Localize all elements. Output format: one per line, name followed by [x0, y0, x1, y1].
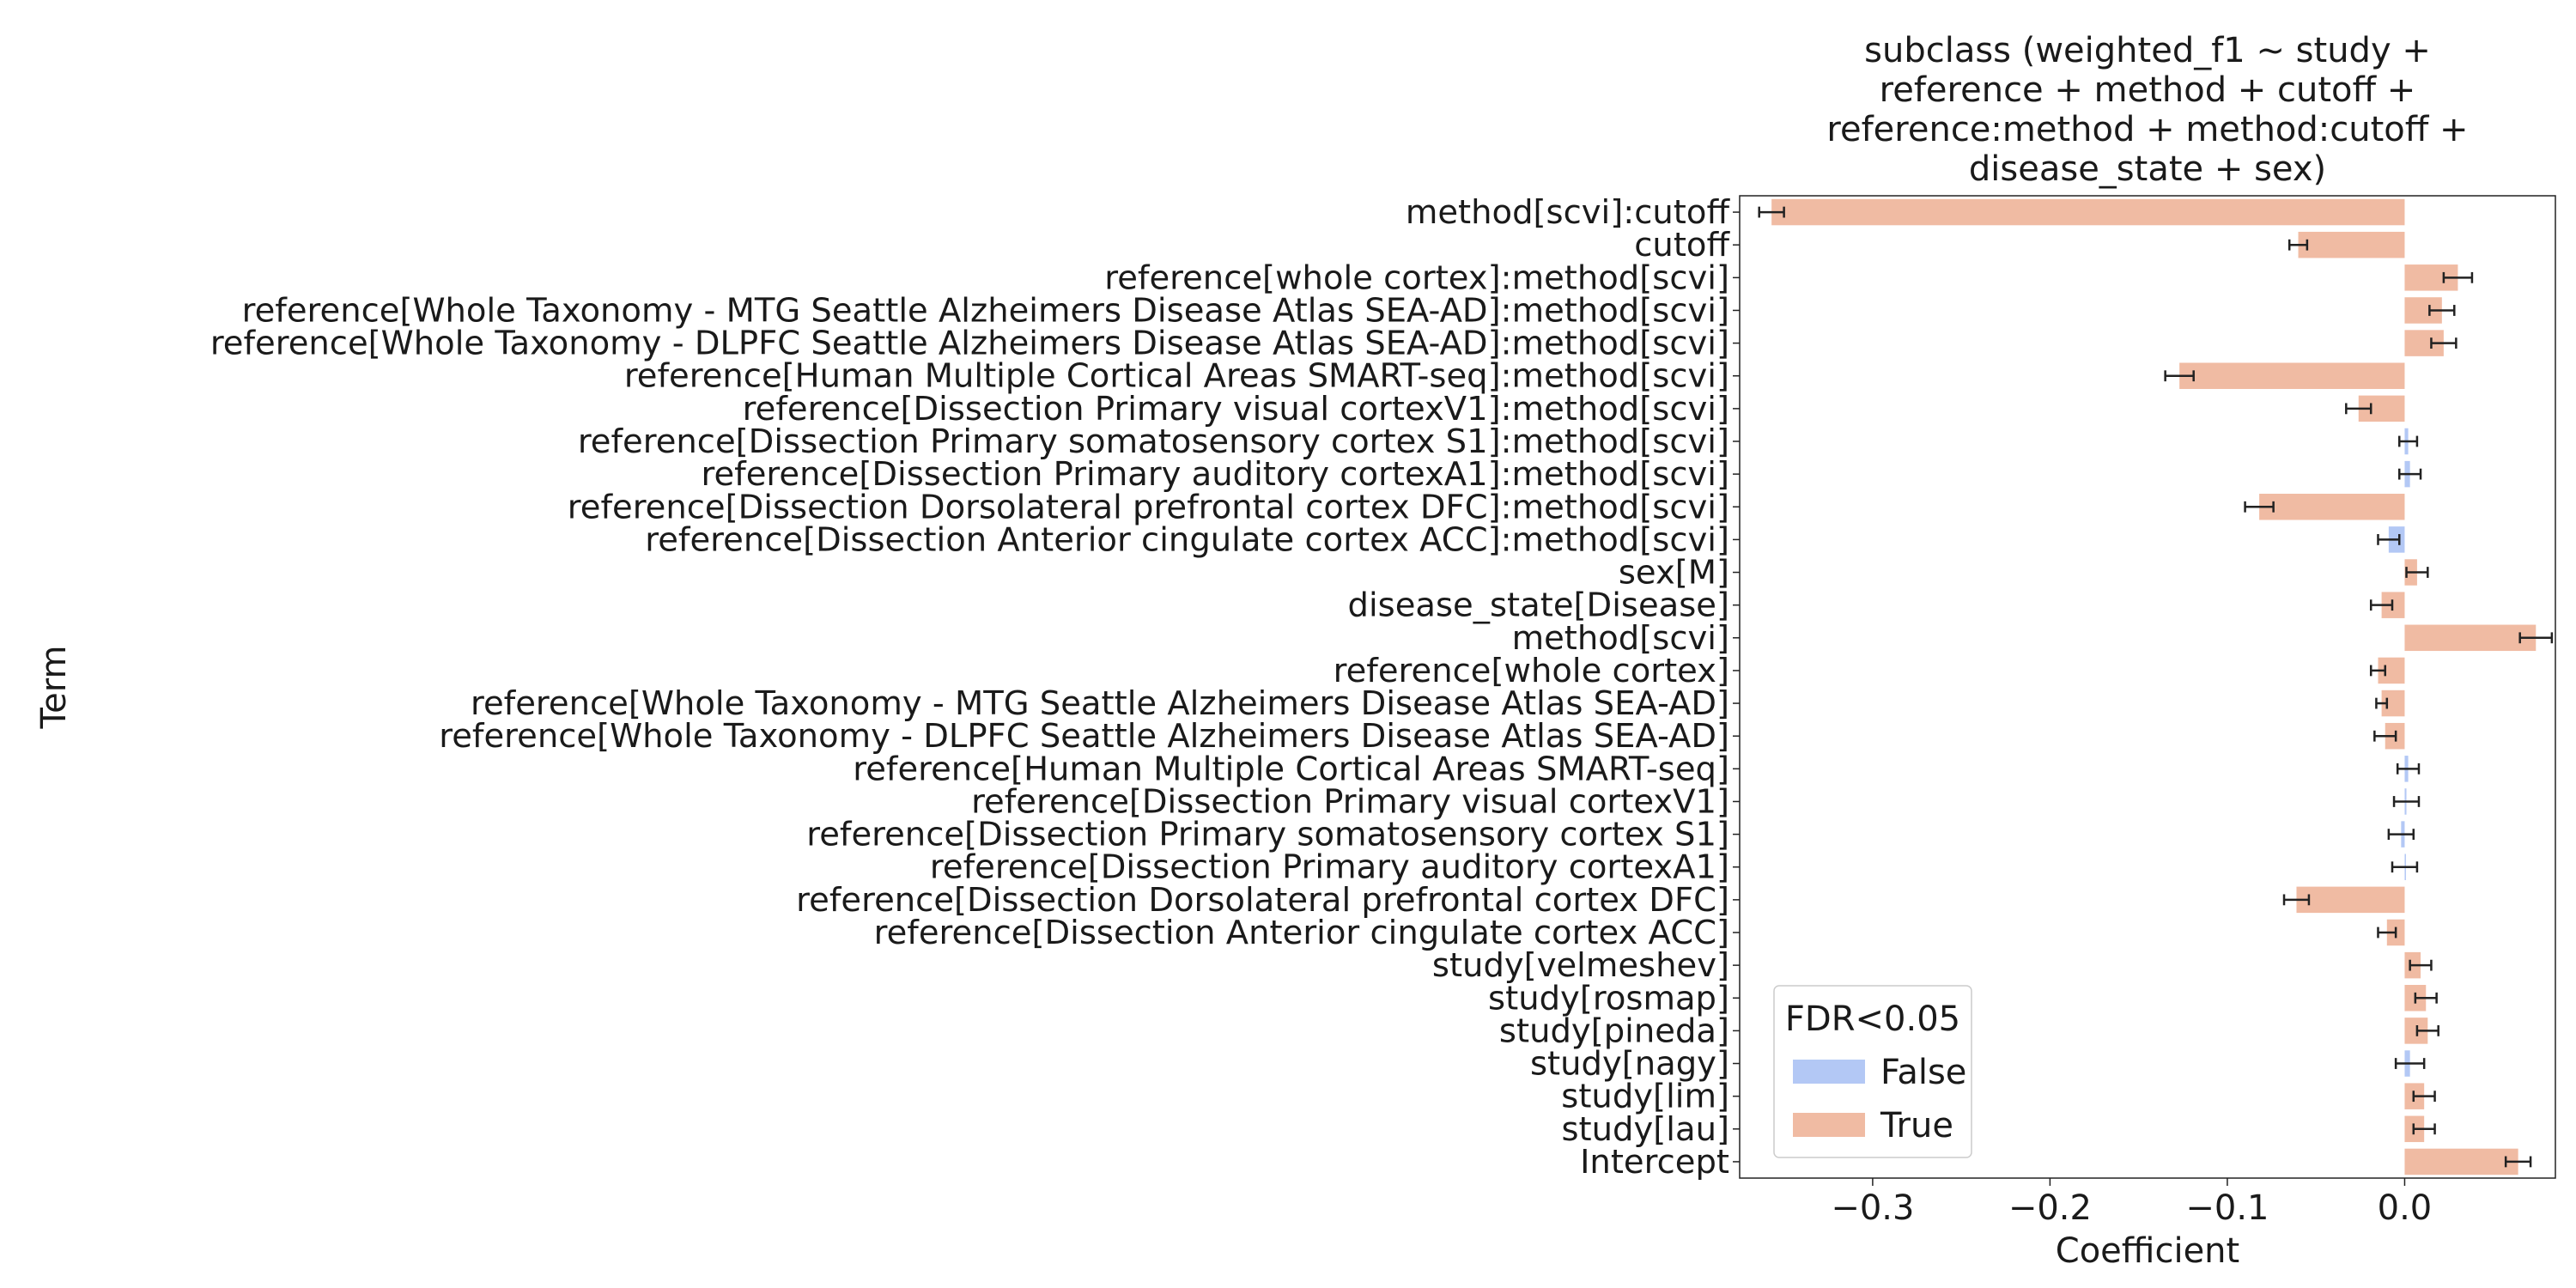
- y-tick-label: reference[Whole Taxonomy - MTG Seattle A…: [471, 684, 1729, 723]
- y-axis-ticks: method[scvi]:cutoffcutoffreference[whole…: [210, 193, 1740, 1182]
- bar: [2179, 362, 2405, 389]
- bar: [2404, 624, 2537, 652]
- y-tick-label: cutoff: [1634, 226, 1730, 264]
- chart-title-line: subclass (weighted_f1 ~ study +: [1864, 31, 2431, 70]
- bar: [2296, 886, 2405, 914]
- bar: [2259, 494, 2405, 520]
- y-tick-label: reference[Human Multiple Cortical Areas …: [853, 750, 1729, 788]
- legend-swatch: [1793, 1113, 1865, 1137]
- y-tick-label: Intercept: [1580, 1143, 1729, 1182]
- y-tick-label: method[scvi]: [1512, 619, 1729, 658]
- y-axis-label: Term: [34, 646, 74, 730]
- y-tick-label: reference[Dissection Anterior cingulate …: [645, 520, 1729, 559]
- y-tick-label: reference[Whole Taxonomy - DLPFC Seattle…: [439, 717, 1729, 756]
- bar: [2404, 1148, 2518, 1176]
- x-tick-label: 0.0: [2378, 1188, 2433, 1228]
- x-tick-label: −0.2: [2008, 1188, 2092, 1228]
- chart-title-line: reference + method + cutoff +: [1880, 70, 2416, 110]
- y-tick-label: reference[whole cortex]:method[scvi]: [1104, 258, 1729, 297]
- legend-entries: False True: [1793, 1053, 1966, 1145]
- legend-swatch: [1793, 1060, 1865, 1084]
- y-tick-label: method[scvi]:cutoff: [1406, 193, 1731, 232]
- chart-title-line: disease_state + sex): [1969, 149, 2326, 189]
- bar: [2298, 231, 2405, 258]
- legend-label: True: [1880, 1106, 1953, 1145]
- y-tick-label: disease_state[Disease]: [1348, 586, 1729, 625]
- legend-label: False: [1880, 1053, 1966, 1092]
- y-tick-label: study[lau]: [1561, 1110, 1729, 1149]
- y-tick-label: reference[Dissection Primary visual cort…: [743, 390, 1729, 428]
- y-tick-label: reference[Whole Taxonomy - DLPFC Seattle…: [210, 325, 1729, 363]
- y-tick-label: reference[Dissection Primary somatosenso…: [806, 816, 1729, 854]
- x-axis-label: Coefficient: [2056, 1231, 2239, 1271]
- legend: FDR<0.05 False True: [1773, 985, 1972, 1158]
- errorbars-layer: [1758, 206, 2554, 1168]
- y-tick-label: reference[Whole Taxonomy - MTG Seattle A…: [242, 291, 1729, 330]
- y-tick-label: reference[Human Multiple Cortical Areas …: [624, 357, 1729, 396]
- x-axis-ticks: −0.3 −0.2 −0.1 0.0: [1831, 1178, 2432, 1228]
- x-tick-label: −0.3: [1831, 1188, 1914, 1228]
- y-tick-label: reference[Dissection Dorsolateral prefro…: [796, 881, 1729, 920]
- y-tick-label: sex[M]: [1619, 554, 1729, 592]
- x-tick-label: −0.1: [2185, 1188, 2269, 1228]
- y-tick-label: study[nagy]: [1530, 1045, 1729, 1084]
- chart-title-line: reference:method + method:cutoff +: [1826, 110, 2468, 149]
- y-tick-label: reference[Dissection Primary auditory co…: [930, 848, 1729, 887]
- y-tick-label: study[lim]: [1561, 1078, 1729, 1116]
- y-tick-label: reference[whole cortex]: [1334, 652, 1729, 690]
- y-tick-label: study[rosmap]: [1488, 979, 1729, 1018]
- y-tick-label: reference[Dissection Primary auditory co…: [702, 455, 1730, 494]
- y-tick-label: reference[Dissection Primary somatosenso…: [578, 422, 1729, 461]
- y-tick-label: study[velmeshev]: [1432, 946, 1729, 985]
- y-tick-label: study[pineda]: [1499, 1012, 1729, 1050]
- chart-title: subclass (weighted_f1 ~ study +reference…: [1826, 31, 2468, 189]
- y-tick-label: reference[Dissection Primary visual cort…: [971, 782, 1729, 821]
- bars-layer: [1771, 198, 2537, 1176]
- y-tick-label: reference[Dissection Anterior cingulate …: [874, 914, 1729, 952]
- y-tick-label: reference[Dissection Dorsolateral prefro…: [568, 488, 1729, 526]
- legend-title: FDR<0.05: [1785, 999, 1960, 1039]
- plot-frame: [1739, 195, 2556, 1179]
- bar: [1771, 198, 2405, 226]
